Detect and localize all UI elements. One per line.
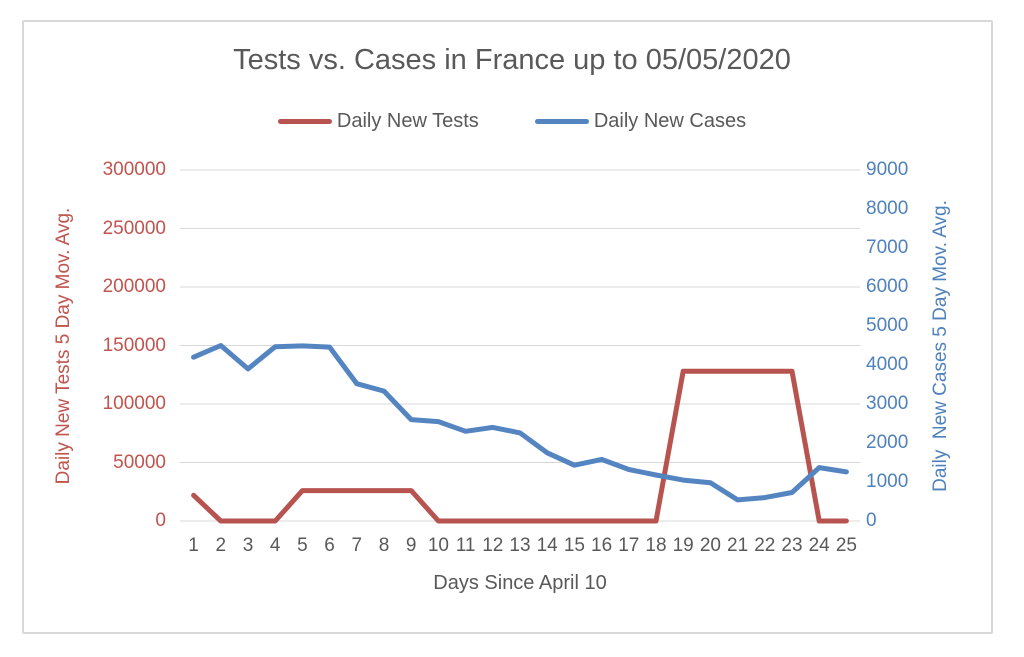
- left-axis-tick-label: 200000: [102, 276, 166, 297]
- chart-frame: [22, 20, 993, 634]
- x-axis-tick-label: 11: [455, 535, 476, 556]
- daily-new-cases-line: [191, 343, 849, 503]
- right-axis-tick-label: 4000: [866, 354, 909, 375]
- daily-new-tests-line-swatch-icon: [277, 119, 332, 124]
- x-axis-tick-label: 3: [242, 535, 254, 556]
- left-axis-tick-label: 100000: [102, 393, 166, 414]
- right-axis-tick-label: 6000: [866, 276, 909, 297]
- x-axis-tick-label: 20: [699, 535, 721, 556]
- left-axis-title: Daily New Tests 5 Day Mov. Avg.: [53, 207, 74, 485]
- right-axis-tick-label: 2000: [866, 432, 909, 453]
- x-axis-tick-label: 23: [781, 535, 803, 556]
- x-axis-tick-label: 8: [378, 535, 390, 556]
- x-axis-tick-label: 13: [509, 535, 531, 556]
- x-axis-tick-label: 5: [297, 535, 308, 556]
- x-axis-tick-label: 22: [754, 535, 776, 556]
- left-axis-tick-label: 0: [155, 510, 166, 531]
- x-axis-tick-label: 1: [188, 535, 199, 556]
- left-axis-tick-label: 50000: [113, 451, 166, 473]
- x-axis-tick-label: 4: [269, 535, 281, 556]
- right-axis-tick-label: 5000: [866, 315, 909, 336]
- right-axis-title: Daily New Cases 5 Day Mov. Avg.: [930, 200, 951, 492]
- x-axis-tick-label: 7: [351, 535, 363, 556]
- x-axis-tick-label: 15: [563, 535, 585, 556]
- x-axis-tick-label: 16: [591, 535, 613, 556]
- legend-label-daily-new-tests: Daily New Tests: [336, 110, 479, 132]
- right-axis-tick-label: 1000: [866, 471, 909, 492]
- right-axis-tick-label: 7000: [866, 237, 909, 258]
- daily-new-tests-line: [191, 368, 849, 524]
- x-axis-tick-label: 6: [324, 535, 335, 556]
- chart-title: Tests vs. Cases in France up to 05/05/20…: [233, 44, 791, 76]
- x-axis-tick-label: 17: [618, 535, 640, 556]
- legend-label-daily-new-cases: Daily New Cases: [593, 110, 747, 132]
- x-axis-tick-label: 14: [536, 535, 558, 556]
- x-axis-tick-label: 2: [215, 535, 227, 556]
- plot-area: [180, 169, 860, 524]
- left-axis-tick-label: 300000: [102, 159, 166, 180]
- right-axis-tick-label: 0: [866, 510, 877, 531]
- x-axis-tick-label: 21: [727, 535, 749, 556]
- right-axis-tick-label: 9000: [866, 159, 909, 180]
- x-axis-tick-label: 25: [835, 535, 857, 556]
- legend: Daily New Tests Daily New Cases: [0, 110, 1024, 133]
- x-axis-tick-label: 19: [672, 535, 694, 556]
- x-axis-tick-label: 10: [427, 535, 449, 556]
- x-axis-tick-label: 18: [645, 535, 667, 556]
- right-axis-tick-label: 3000: [866, 393, 909, 414]
- legend-item-daily-new-tests: Daily New Tests: [277, 110, 479, 133]
- x-axis-title: Days Since April 10: [433, 572, 607, 594]
- left-axis-tick-label: 150000: [102, 334, 166, 356]
- x-axis-tick-label: 9: [405, 535, 417, 556]
- right-axis-tick-label: 8000: [866, 198, 909, 219]
- daily-new-cases-line-swatch-icon: [534, 119, 589, 124]
- x-axis-tick-label: 24: [808, 535, 830, 556]
- left-axis-tick-label: 250000: [102, 217, 166, 239]
- legend-item-daily-new-cases: Daily New Cases: [534, 110, 747, 133]
- x-axis-tick-label: 12: [482, 535, 504, 556]
